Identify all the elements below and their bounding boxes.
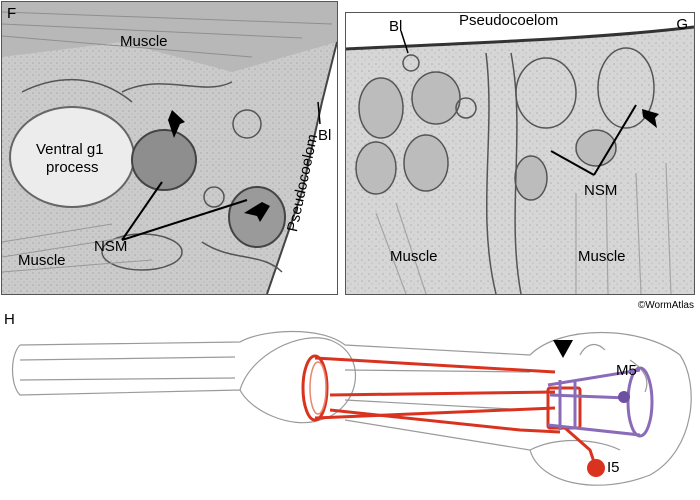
pharynx-schematic: [11, 330, 692, 486]
micrograph-panel-f: F Muscle Ventral g1 process NSM Muscle B…: [1, 1, 338, 295]
micrograph-g-image: [346, 13, 694, 294]
label-nsm-g: NSM: [584, 182, 618, 199]
arrowhead-icon: [642, 109, 659, 128]
label-i5: I5: [607, 459, 620, 476]
label-ventral-g1-line1: Ventral g1: [36, 141, 104, 158]
label-ventral-g1-line2: process: [46, 159, 99, 176]
schematic-panel-h: H: [0, 300, 700, 500]
label-muscle-top: Muscle: [120, 33, 168, 50]
panel-letter-h: H: [4, 311, 15, 328]
label-muscle-right: Muscle: [578, 248, 626, 265]
panel-letter-f: F: [7, 5, 17, 22]
micrograph-panel-g: G Bl Pseudocoelom NSM Muscle Muscle: [345, 12, 695, 295]
label-bl-f: Bl: [318, 127, 332, 144]
micrograph-f-image: [2, 2, 337, 294]
arrowhead-icon: [244, 202, 270, 222]
i5-cell-body: [587, 459, 605, 477]
arrowhead-icon: [553, 340, 573, 358]
label-muscle-bottom: Muscle: [18, 252, 66, 269]
label-m5: M5: [616, 362, 637, 379]
credit-label: ©WormAtlas: [637, 300, 694, 311]
label-bl-g: Bl: [389, 18, 403, 35]
label-nsm-f: NSM: [94, 238, 128, 255]
m5-cell-body: [618, 391, 630, 403]
label-muscle-left: Muscle: [390, 248, 438, 265]
label-pseudocoelom-g: Pseudocoelom: [459, 12, 559, 29]
panel-letter-g: G: [676, 16, 688, 33]
arrowhead-icon: [168, 110, 185, 138]
